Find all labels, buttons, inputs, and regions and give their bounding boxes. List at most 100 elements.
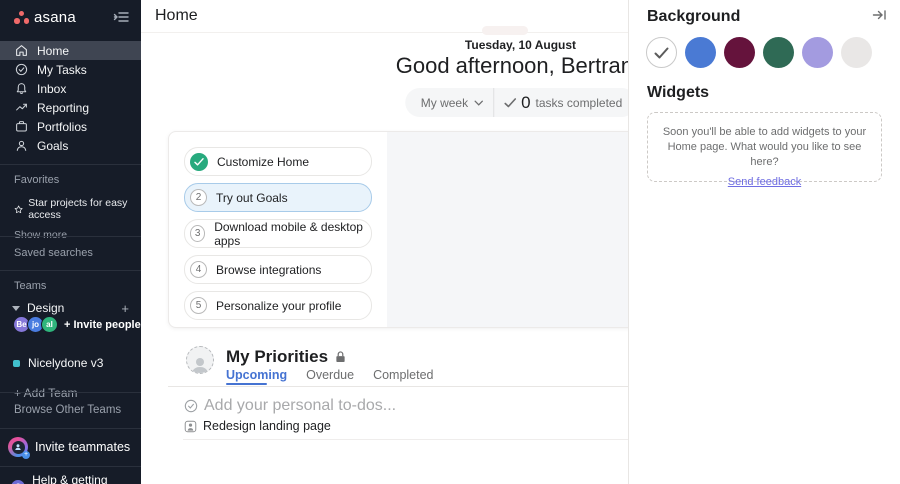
divider [168, 386, 900, 387]
swatch-green[interactable] [763, 37, 794, 68]
background-section-title: Background [647, 8, 741, 25]
add-project-icon[interactable]: + [121, 300, 129, 316]
check-circle-icon [190, 152, 208, 171]
saved-searches-label[interactable]: Saved searches [14, 247, 93, 259]
page-title: Home [155, 7, 198, 24]
avatar[interactable]: al [41, 316, 58, 333]
summary-pill: My week 0 tasks completed [404, 88, 637, 117]
step-number: 3 [190, 225, 206, 242]
step-label: Try out Goals [216, 190, 288, 205]
help-button[interactable]: ? Help & getting started [0, 473, 141, 484]
tab-overdue[interactable]: Overdue [306, 368, 355, 382]
plus-badge-icon: + [22, 451, 30, 459]
sidebar-logo-row: asana [0, 0, 141, 34]
sidebar-item-label: Portfolios [37, 119, 88, 134]
bell-icon [15, 82, 28, 95]
add-todo-input[interactable]: Add your personal to-dos... [184, 397, 396, 415]
add-todo-placeholder: Add your personal to-dos... [204, 397, 397, 414]
sidebar: asana Home My Tasks Inbox Reporting [0, 0, 141, 484]
sidebar-item-label: Reporting [37, 100, 90, 115]
question-mark-icon: ? [11, 479, 26, 484]
task-row[interactable]: Redesign landing page [184, 419, 331, 433]
step-customize-home[interactable]: Customize Home [184, 147, 372, 176]
collapse-sidebar-icon[interactable] [113, 11, 129, 23]
invite-teammates-button[interactable]: + Invite teammates [0, 437, 141, 459]
team-avatars-row: Be jo al + Invite people [13, 316, 141, 333]
project-member-icon [184, 420, 197, 432]
sidebar-nav: Home My Tasks Inbox Reporting Portfolios… [0, 41, 141, 155]
swatch-blue[interactable] [685, 37, 716, 68]
sidebar-item-label: Inbox [37, 81, 67, 96]
star-icon [14, 205, 23, 213]
add-team-button[interactable]: + Add Team [14, 386, 78, 400]
sidebar-item-reporting[interactable]: Reporting [0, 98, 141, 117]
show-more-link[interactable]: Show more [14, 229, 68, 241]
tab-completed[interactable]: Completed [373, 368, 434, 382]
help-label: Help & getting started [32, 473, 108, 484]
asana-logo-icon [14, 10, 29, 24]
browse-other-teams-link[interactable]: Browse Other Teams [14, 404, 122, 416]
scrolled-element-remnant [482, 26, 528, 35]
invite-people-button[interactable]: + Invite people [64, 318, 141, 331]
tasks-completed-count: 0 [521, 92, 531, 112]
avatar[interactable] [186, 346, 214, 374]
step-download-apps[interactable]: 3 Download mobile & desktop apps [184, 219, 372, 248]
widgets-placeholder-text: Soon you'll be able to add widgets to yo… [662, 126, 867, 168]
check-icon [504, 97, 516, 107]
chevron-down-icon [474, 100, 483, 106]
sidebar-item-goals[interactable]: Goals [0, 136, 141, 155]
step-label: Customize Home [217, 154, 310, 169]
step-number: 2 [190, 189, 207, 206]
step-browse-integrations[interactable]: 4 Browse integrations [184, 255, 372, 284]
onboarding-steps: Customize Home 2 Try out Goals 3 Downloa… [184, 147, 372, 327]
widgets-section-title: Widgets [647, 84, 710, 101]
asana-logo-text: asana [34, 8, 76, 26]
tasks-completed: 0 tasks completed [504, 93, 622, 113]
priorities-title: My Priorities [226, 347, 329, 366]
sidebar-item-label: My Tasks [37, 62, 87, 77]
home-icon [15, 44, 28, 57]
divider [183, 439, 900, 440]
sidebar-project-nicelydone[interactable]: Nicelydone v3 [0, 356, 141, 370]
team-design-row[interactable]: Design + [0, 301, 141, 315]
step-label: Browse integrations [216, 262, 322, 277]
greeting-text: Good afternoon, Bertrand [395, 53, 646, 78]
chart-line-icon [15, 101, 28, 114]
project-color-bullet [13, 359, 20, 367]
swatch-gray[interactable] [841, 37, 872, 68]
swatch-maroon[interactable] [724, 37, 755, 68]
project-name: Nicelydone v3 [28, 356, 104, 370]
portfolio-icon [15, 120, 28, 133]
favorites-section: Favorites Star projects for easy access … [0, 164, 141, 241]
priorities-header: My Priorities [226, 347, 346, 367]
check-icon [654, 47, 669, 58]
swatch-white[interactable] [646, 37, 677, 68]
widgets-placeholder-box: Soon you'll be able to add widgets to yo… [647, 112, 882, 188]
step-personalize-profile[interactable]: 5 Personalize your profile [184, 291, 372, 320]
caret-down-icon [12, 305, 20, 311]
tab-upcoming[interactable]: Upcoming [226, 368, 288, 382]
sidebar-item-portfolios[interactable]: Portfolios [0, 117, 141, 136]
pill-divider [493, 88, 495, 117]
plus-icon: + [64, 318, 71, 331]
invite-teammates-label: Invite teammates [35, 440, 131, 454]
help-section: ? Help & getting started [0, 466, 141, 484]
my-week-dropdown[interactable]: My week [421, 96, 483, 110]
check-circle-icon [184, 399, 198, 413]
sidebar-item-inbox[interactable]: Inbox [0, 79, 141, 98]
team-name: Design [27, 301, 65, 315]
active-tab-underline [226, 383, 267, 385]
sidebar-item-my-tasks[interactable]: My Tasks [0, 60, 141, 79]
swatch-purple[interactable] [802, 37, 833, 68]
sidebar-item-home[interactable]: Home [0, 41, 141, 60]
star-projects-hint[interactable]: Star projects for easy access [0, 197, 141, 221]
goals-icon [15, 139, 28, 152]
asana-logo[interactable]: asana [14, 9, 76, 26]
step-label: Personalize your profile [216, 298, 342, 313]
collapse-panel-icon[interactable] [872, 8, 887, 27]
step-try-out-goals[interactable]: 2 Try out Goals [184, 183, 372, 212]
priorities-tabs: Upcoming Overdue Completed [226, 368, 434, 382]
favorites-label: Favorites [14, 174, 60, 186]
send-feedback-link[interactable]: Send feedback [727, 176, 802, 188]
